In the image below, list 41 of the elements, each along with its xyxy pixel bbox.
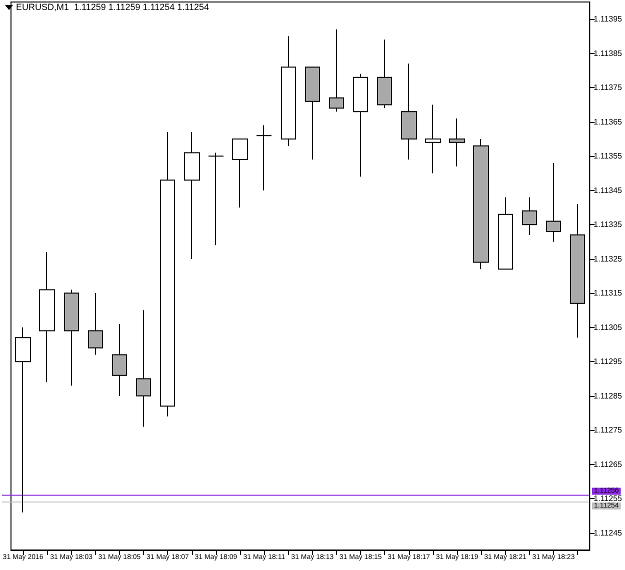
- candlestick: [473, 138, 489, 270]
- candlestick: [281, 36, 296, 146]
- y-tick-label: 1.11325: [594, 254, 623, 264]
- y-tick-label: 1.11315: [594, 288, 623, 298]
- candlestick: [401, 63, 417, 160]
- y-tick-label: 1.11295: [594, 357, 623, 366]
- candlestick: [353, 73, 368, 178]
- candlestick: [449, 118, 465, 167]
- candlestick: [570, 204, 585, 338]
- candlestick: [160, 132, 175, 417]
- candlestick: [546, 162, 561, 242]
- y-tick-label: 1.11335: [594, 220, 623, 230]
- candlestick: [425, 104, 441, 174]
- candlestick: [64, 289, 79, 386]
- candlestick: [208, 152, 224, 246]
- y-tick-label: 1.11395: [594, 14, 623, 24]
- candlestick: [112, 323, 127, 396]
- y-tick-label: 1.11265: [594, 460, 623, 469]
- candlestick: [522, 196, 537, 236]
- y-tick-label: 1.11245: [594, 528, 623, 538]
- y-tick-label: 1.11375: [594, 83, 623, 92]
- y-tick-label: 1.11365: [594, 117, 623, 126]
- chart-title: EURUSD,M1 1.11259 1.11259 1.11254 1.11254: [16, 2, 209, 12]
- candlestick: [498, 196, 513, 270]
- candlestick: [305, 66, 320, 160]
- y-tick-label: 1.11255: [594, 494, 623, 504]
- y-tick-label: 1.11385: [594, 48, 623, 58]
- candlestick: [184, 132, 200, 260]
- candlestick: [39, 252, 55, 383]
- y-tick-label: 1.11305: [594, 322, 623, 332]
- y-tick-label: 1.11355: [594, 152, 623, 161]
- candlestick: [377, 39, 392, 109]
- y-tick-label: 1.11345: [594, 186, 623, 195]
- candlestick: [136, 310, 151, 428]
- candlestick: [256, 124, 272, 191]
- candlestick: [232, 138, 248, 208]
- y-tick-label: 1.11285: [594, 391, 623, 400]
- candlestick: [88, 292, 103, 356]
- candlestick: [329, 28, 344, 112]
- candlestick: [15, 326, 31, 513]
- y-tick-label: 1.11275: [594, 426, 623, 435]
